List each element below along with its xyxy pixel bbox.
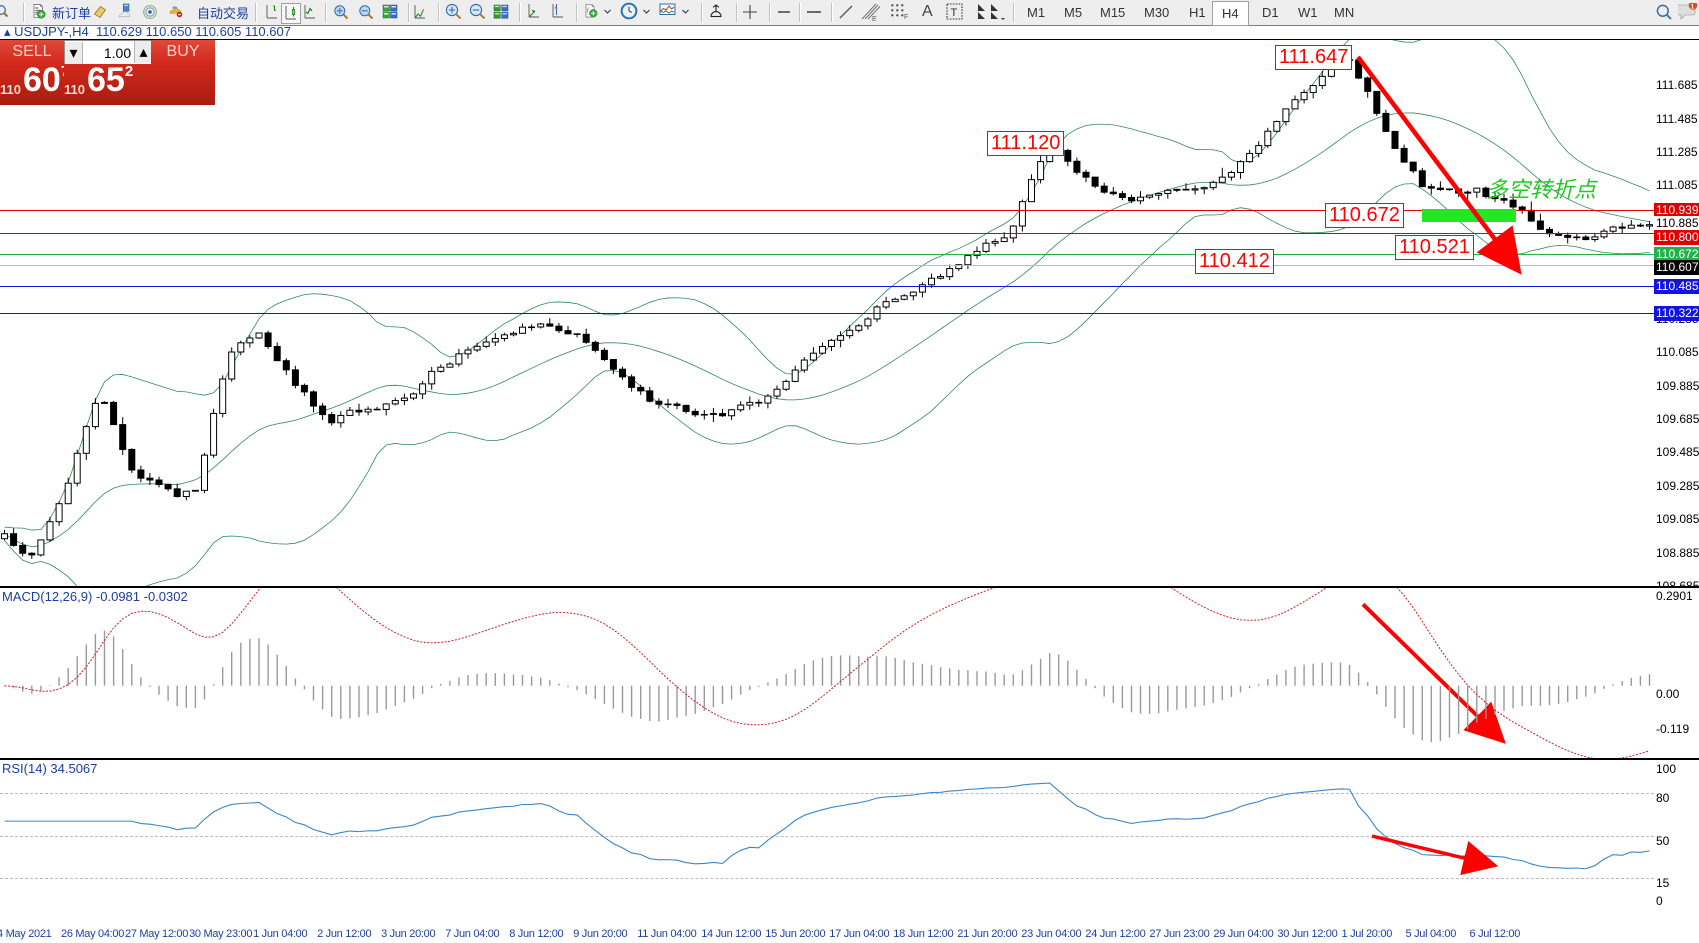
- svg-text:F: F: [904, 14, 908, 19]
- svg-text:1: 1: [1691, 3, 1695, 10]
- svg-text:T: T: [951, 7, 958, 19]
- svg-text:E: E: [872, 16, 877, 22]
